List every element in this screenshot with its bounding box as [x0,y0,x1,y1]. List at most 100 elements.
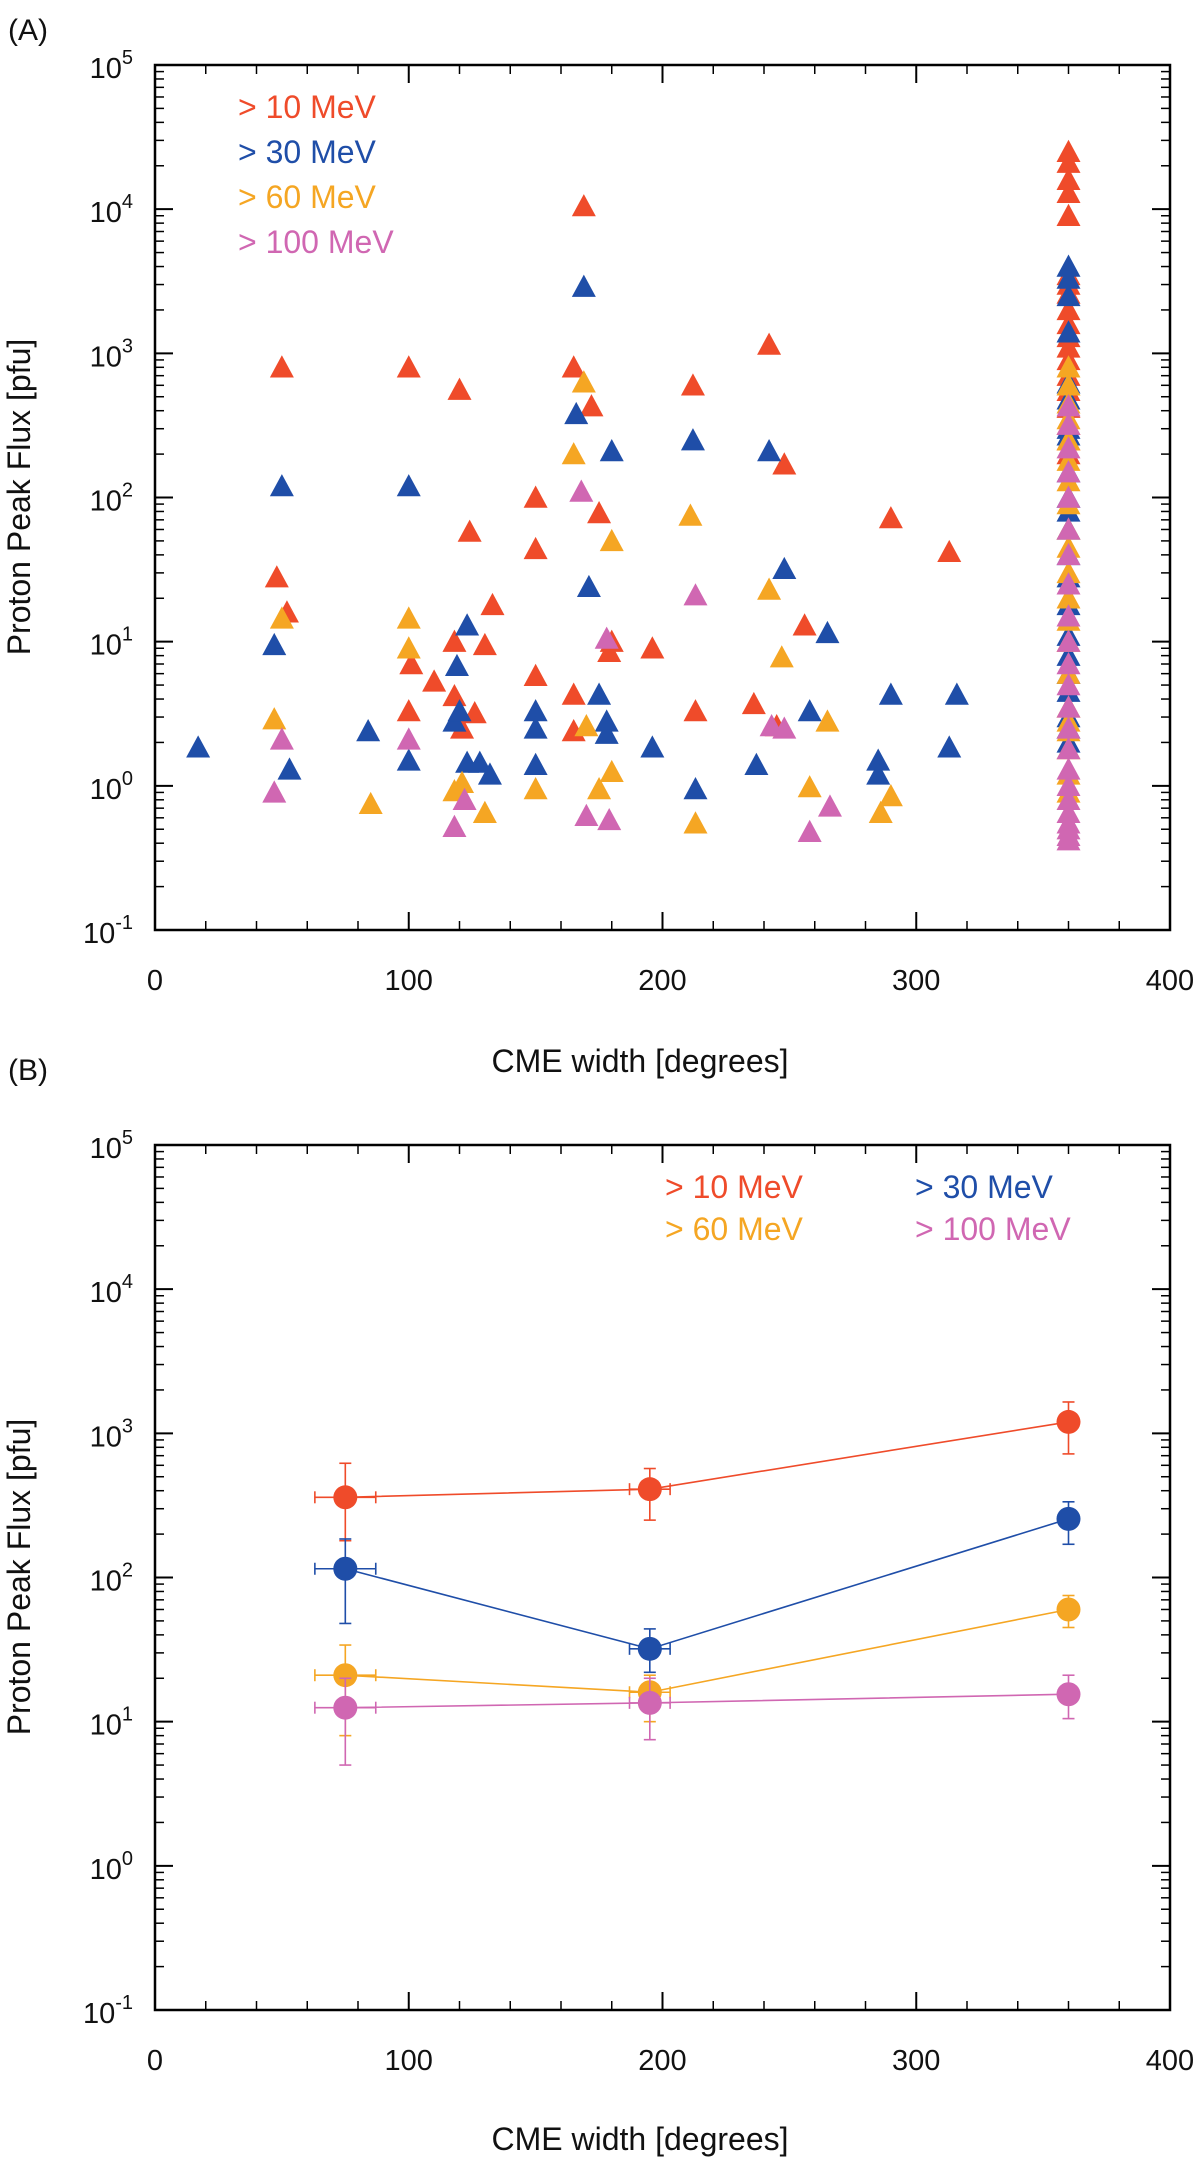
scatter-point-gt30 [599,439,624,462]
panel-b-label: (B) [8,1054,48,1087]
legend-entry: > 60 MeV [665,1211,804,1247]
y-tick-label: 100 [90,1848,133,1886]
scatter-point-gt100-column [1056,828,1081,851]
scatter-point-gt60-column [1056,560,1081,584]
scatter-point-gt100 [817,794,842,817]
scatter-point-gt100-column [1056,757,1081,780]
scatter-point-gt10 [878,506,903,529]
scatter-point-gt60 [472,800,497,824]
scatter-point-gt30-column [1056,320,1081,343]
y-tick-label: 10-1 [83,912,133,950]
y-tick-base: 10 [83,918,115,950]
scatter-point-gt10-column [1056,335,1081,358]
scatter-point-gt60 [599,528,624,552]
x-tick-label: 400 [1146,965,1194,997]
y-tick-base: 10 [90,53,122,85]
scatter-point-gt30 [477,762,502,785]
y-tick-exponent: 3 [122,1415,133,1437]
data-point-gt10 [333,1485,358,1510]
y-tick-label: 100 [90,768,133,806]
scatter-point-gt60 [450,770,475,793]
scatter-point-gt100-column [1056,737,1081,760]
scatter-point-gt10-column [1056,167,1081,190]
scatter-point-gt30 [571,274,596,297]
scatter-point-gt30 [815,620,840,644]
scatter-point-gt10 [571,194,596,217]
scatter-point-gt10-column [1056,150,1081,173]
y-tick-base: 10 [90,486,122,518]
scatter-point-gt100-column [1056,651,1081,675]
scatter-point-gt10 [422,669,447,692]
y-tick-base: 10 [90,1710,122,1742]
panel-b-y-axis-label: Proton Peak Flux [pfu] [1,1419,37,1736]
series-line-gt10 [345,1421,1069,1499]
scatter-point-gt30 [866,762,891,785]
scatter-point-gt30 [937,735,962,758]
scatter-point-gt30 [744,752,769,775]
scatter-point-gt10 [757,332,782,355]
scatter-point-gt60 [815,709,840,732]
panel-a: (A) CME width [degrees] Proton Peak Flux… [1,14,1194,1079]
scatter-point-gt10 [442,629,467,652]
scatter-point-gt10 [587,501,612,524]
scatter-point-gt10 [399,651,424,675]
y-tick-exponent: 2 [122,480,133,502]
scatter-point-gt30 [680,428,705,451]
scatter-point-gt100-column [1056,460,1081,483]
y-tick-base: 10 [90,1566,122,1598]
y-tick-exponent: 3 [122,335,133,357]
series-line-gt30 [345,1518,1069,1650]
legend-entry: > 30 MeV [238,134,377,170]
scatter-point-gt10 [442,683,467,707]
scatter-point-gt100-column [1056,787,1081,811]
scatter-point-gt10 [937,539,962,563]
scatter-point-gt30-column [1056,283,1081,307]
scatter-point-gt30 [866,748,891,771]
y-tick-exponent: -1 [115,1992,133,2014]
panel-b-plot-frame [153,1143,1172,2012]
scatter-point-gt100-column [1056,542,1081,566]
data-point-gt30 [333,1556,358,1581]
scatter-point-gt100-column [1056,517,1081,540]
scatter-point-gt100 [594,626,619,649]
y-tick-label: 101 [90,1704,133,1742]
scatter-point-gt10 [561,682,586,705]
y-tick-base: 10 [90,1277,122,1309]
scatter-point-gt100 [452,787,477,811]
scatter-point-gt10 [561,355,586,378]
scatter-point-gt100-column [1056,629,1081,652]
scatter-point-gt30 [455,613,480,636]
scatter-point-gt10-column [1056,297,1081,321]
y-tick-base: 10 [90,630,122,662]
scatter-point-gt10 [396,355,421,378]
scatter-point-gt10 [269,355,294,378]
y-tick-label: 103 [90,335,133,373]
scatter-point-gt10-column [1056,203,1081,226]
scatter-point-gt30 [523,699,548,722]
y-tick-label: 104 [90,191,133,229]
scatter-point-gt30 [447,699,472,722]
scatter-point-gt100-column [1056,394,1081,417]
scatter-point-gt100-column [1056,673,1081,696]
y-tick-label: 101 [90,624,133,662]
y-tick-label: 104 [90,1271,133,1309]
y-tick-base: 10 [90,1133,122,1165]
scatter-point-gt10 [683,699,708,722]
scatter-point-gt60 [523,777,548,800]
scatter-point-gt30 [576,574,601,598]
y-tick-base: 10 [90,197,122,229]
scatter-point-gt100 [772,716,797,739]
scatter-point-gt30 [396,748,421,771]
scatter-point-gt10 [480,592,505,616]
x-tick-label: 300 [892,2045,940,2077]
y-tick-exponent: 1 [122,1704,133,1726]
scatter-point-gt100 [597,807,622,831]
scatter-point-gt10 [792,613,817,636]
panel-b: (B) CME width [degrees] Proton Peak Flux… [1,1054,1194,2157]
scatter-point-gt10 [640,636,665,659]
scatter-point-gt10 [741,691,766,715]
scatter-point-gt60-column [1056,373,1081,396]
y-tick-label: 10-1 [83,1992,133,2030]
y-tick-base: 10 [90,774,122,806]
